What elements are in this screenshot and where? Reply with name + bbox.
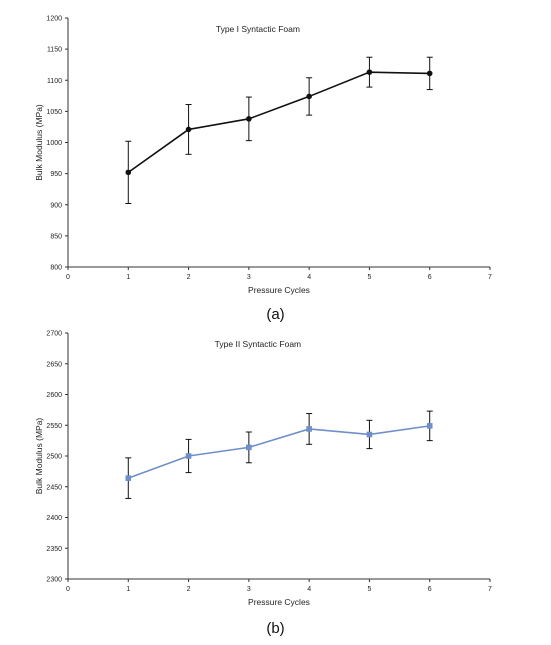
chartb-y-label: Bulk Modulus (MPa): [34, 418, 44, 495]
chartb-x-tick-label: 6: [428, 586, 432, 593]
charta-data-point: [246, 116, 252, 122]
charta-y-tick-label: 1000: [46, 140, 62, 147]
charta-x-label: Pressure Cycles: [248, 285, 310, 295]
chartb-x-tick-label: 4: [307, 586, 311, 593]
chartb-data-point: [306, 426, 312, 432]
charta-y-tick-label: 950: [50, 171, 62, 178]
charta-y-label: Bulk Modulus (MPa): [34, 104, 44, 181]
charta-y-tick-label: 1200: [46, 16, 62, 23]
charta-x-tick-label: 5: [367, 274, 371, 281]
chartb-data-point: [426, 423, 433, 429]
charta-data-point: [426, 70, 433, 77]
charta-y-tick-label: 1100: [47, 78, 62, 85]
charta-series-line: [127, 71, 430, 174]
charta-y-tick-label: 1050: [46, 109, 62, 116]
chartb-y-tick-label: 2400: [46, 515, 62, 522]
chartb-x-label: Pressure Cycles: [248, 597, 310, 607]
chartb-series-line: [128, 425, 430, 479]
charta-data-point: [125, 169, 132, 176]
charta-x-tick-label: 0: [66, 274, 70, 281]
charta-y-tick-label: 800: [50, 265, 62, 272]
chartb-data-point: [246, 444, 252, 451]
chartb-data-point: [366, 431, 373, 438]
charta-x-tick-label: 7: [488, 274, 492, 281]
chartb-x-tick-label: 1: [126, 586, 130, 593]
chartb-x-tick-label: 7: [488, 586, 492, 593]
charta-y-tick-label: 1150: [47, 47, 62, 54]
chartb-y-tick-label: 2450: [46, 484, 62, 491]
chartb-y-tick-label: 2300: [46, 577, 62, 584]
chartb-y-tick-label: 2700: [46, 331, 62, 338]
charta-x-tick-label: 2: [187, 274, 191, 281]
chartb-x-tick-label: 0: [66, 586, 70, 593]
charta-data-point: [366, 69, 373, 75]
charta-title: Type I Syntactic Foam: [216, 24, 300, 34]
charta-x-tick-label: 4: [307, 274, 311, 281]
chartb-y-tick-label: 2500: [46, 454, 62, 461]
charta-y-tick-label: 900: [50, 202, 62, 209]
panel-label-a: (a): [266, 306, 285, 323]
charta-y-tick-label: 850: [50, 233, 62, 240]
chartb-y-tick-label: 2600: [46, 392, 62, 399]
charta-data-point: [185, 126, 192, 133]
chartb-x-tick-label: 2: [187, 586, 191, 593]
chartb-x-tick-label: 3: [247, 586, 251, 593]
chartb-title: Type II Syntactic Foam: [215, 339, 301, 349]
charta-data-point: [306, 93, 312, 100]
chartb-x-tick-label: 5: [367, 586, 371, 593]
charta-x-tick-label: 1: [126, 274, 130, 281]
chartb-y-tick-label: 2650: [46, 361, 62, 368]
panel-label-b: (b): [266, 620, 285, 637]
charta-x-tick-label: 6: [428, 274, 432, 281]
chartb-data-point: [125, 475, 132, 481]
chartb-y-tick-label: 2350: [46, 546, 62, 553]
charta-x-tick-label: 3: [247, 274, 251, 281]
chartb-data-point: [185, 453, 192, 459]
chartb-y-tick-label: 2550: [46, 423, 62, 430]
